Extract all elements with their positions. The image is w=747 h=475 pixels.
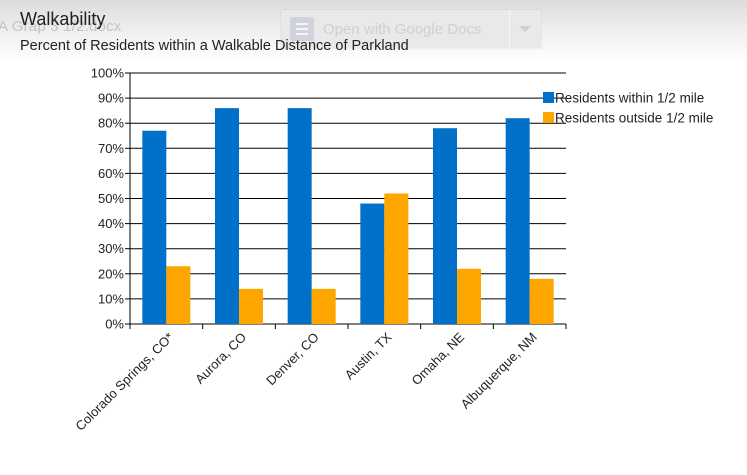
open-with-google-docs-button[interactable]: Open with Google Docs [281, 10, 541, 48]
bar [239, 288, 263, 324]
y-tick-label: 80% [98, 116, 124, 131]
y-tick-label: 90% [98, 91, 124, 106]
x-category-label: Colorado Springs, CO* [72, 330, 176, 434]
bar [505, 118, 530, 325]
y-tick-label: 10% [98, 291, 124, 306]
bar [384, 193, 409, 324]
bar [457, 268, 481, 324]
docs-icon [290, 17, 314, 41]
bar [287, 108, 312, 324]
chart-subtitle: Percent of Residents within a Walkable D… [20, 38, 409, 54]
y-tick-label: 100% [91, 66, 125, 81]
y-tick-label: 0% [105, 317, 124, 332]
bar [311, 288, 336, 324]
x-category-label: Omaha, NE [408, 329, 467, 388]
y-tick-label: 30% [98, 241, 124, 256]
legend-swatch [543, 112, 554, 123]
legend-swatch [543, 92, 554, 103]
y-tick-label: 70% [98, 141, 124, 156]
legend-label: Residents within 1/2 mile [555, 91, 704, 106]
y-tick-label: 60% [98, 166, 124, 181]
chevron-down-icon[interactable] [519, 26, 531, 32]
y-tick-label: 40% [98, 216, 124, 231]
open-button-label: Open with Google Docs [323, 21, 482, 38]
bar [433, 128, 457, 324]
legend-label: Residents outside 1/2 mile [555, 111, 713, 126]
document-filename: A Grap 3 1/2.docx [0, 18, 122, 35]
bar [166, 266, 191, 324]
button-divider [509, 10, 510, 48]
bar [142, 130, 167, 324]
bar [529, 278, 554, 324]
x-category-label: Aurora, CO [192, 330, 249, 387]
bar [360, 203, 385, 324]
x-category-label: Austin, TX [342, 329, 395, 382]
y-tick-label: 20% [98, 266, 124, 281]
chart-title: Walkability [20, 9, 106, 29]
x-category-label: Denver, CO [263, 330, 322, 389]
x-category-label: Albuquerque, NM [458, 330, 540, 412]
bar [215, 108, 239, 324]
y-tick-label: 50% [98, 191, 124, 206]
